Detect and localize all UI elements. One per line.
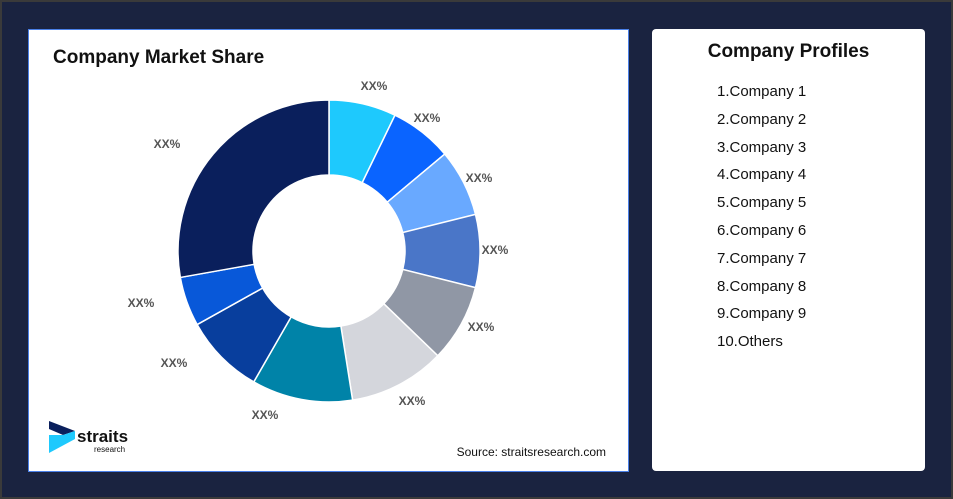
data-label-9: XX% <box>128 296 155 310</box>
donut-slice-10 <box>177 99 330 279</box>
profile-item: 8.Company 8 <box>717 277 807 295</box>
data-label-3: XX% <box>466 171 493 185</box>
profile-item: 10.Others <box>717 333 783 351</box>
company-profiles-panel: Company Profiles 1.Company 1 2.Company 2… <box>652 29 925 471</box>
straits-research-logo: straits research <box>49 421 128 454</box>
data-label-10: XX% <box>154 137 181 151</box>
logo-text: straits <box>77 427 128 446</box>
data-label-7: XX% <box>252 408 279 422</box>
source-text: Source: straitsresearch.com <box>456 445 606 459</box>
profiles-list: 1.Company 1 2.Company 2 3.Company 3 4.Co… <box>717 83 806 361</box>
donut-chart: XX% XX% XX% XX% XX% XX% XX% XX% XX% XX% <box>128 79 509 422</box>
profile-item: 1.Company 1 <box>717 83 807 100</box>
profile-item: 6.Company 6 <box>717 221 807 239</box>
data-label-6: XX% <box>399 394 426 408</box>
data-label-5: XX% <box>468 320 495 334</box>
profile-item: 7.Company 7 <box>717 249 807 267</box>
logo-subtext: research <box>94 445 125 454</box>
profile-item: 4.Company 4 <box>717 166 807 184</box>
data-label-8: XX% <box>161 356 188 370</box>
profile-item: 3.Company 3 <box>717 138 807 156</box>
profiles-title: Company Profiles <box>707 41 870 62</box>
market-share-panel: Company Market Share XX% XX% XX% XX% XX% XX% X… <box>28 29 629 472</box>
data-label-4: XX% <box>482 243 509 257</box>
data-label-2: XX% <box>414 111 441 125</box>
profile-item: 9.Company 9 <box>717 305 807 323</box>
data-label-1: XX% <box>361 79 388 93</box>
profile-item: 2.Company 2 <box>717 110 807 128</box>
profile-item: 5.Company 5 <box>717 194 807 212</box>
chart-title: Company Market Share <box>53 47 265 68</box>
